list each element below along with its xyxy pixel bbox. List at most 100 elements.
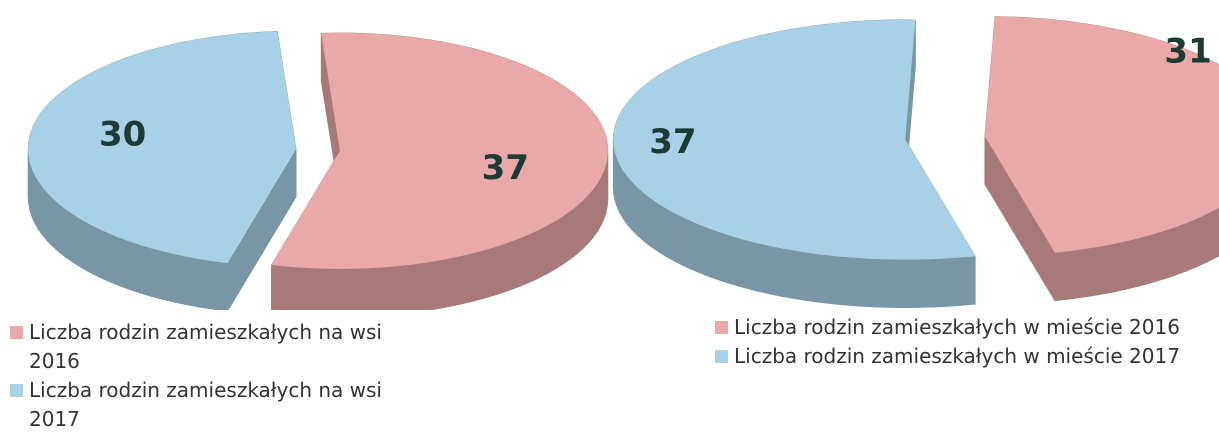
- slice-side: [825, 254, 841, 306]
- data-label: 37: [482, 148, 529, 188]
- slice-side: [408, 262, 423, 310]
- slice-side: [769, 245, 784, 298]
- slice-side: [353, 267, 369, 310]
- slice-side: [117, 236, 129, 290]
- slice-side: [1163, 226, 1176, 280]
- slice-side: [930, 258, 946, 308]
- slice-side: [600, 170, 605, 226]
- legend-item: Liczba rodzin zamieszkałych na wsi 2016: [10, 318, 430, 376]
- slice-side: [900, 259, 916, 308]
- slice-side: [960, 255, 976, 306]
- slice-side: [743, 239, 757, 292]
- slice-side: [325, 268, 341, 310]
- slice-side: [576, 199, 584, 255]
- slice-side: [583, 193, 590, 249]
- legend-swatch: [10, 326, 23, 339]
- slice-side: [756, 242, 770, 295]
- slice-side: [1125, 237, 1139, 290]
- slice-side: [421, 260, 436, 310]
- slice-side: [637, 187, 645, 243]
- slice-side: [46, 191, 53, 247]
- slice: [271, 32, 609, 310]
- slice-side: [88, 223, 99, 278]
- slice-side: [97, 228, 109, 282]
- slice-side: [667, 209, 678, 264]
- slice-side: [810, 252, 827, 304]
- slice-side: [696, 223, 709, 277]
- slice-side: [1197, 213, 1208, 268]
- slice-side: [339, 268, 355, 310]
- slice-side: [107, 232, 119, 286]
- slice-side: [686, 218, 698, 273]
- data-label: 31: [1164, 32, 1211, 72]
- slice-side: [840, 256, 856, 307]
- slice-side: [1186, 218, 1198, 272]
- slice-side: [1207, 208, 1218, 263]
- slice-side: [707, 227, 720, 281]
- legend: Liczba rodzin zamieszkałych w mieście 20…: [715, 313, 1219, 371]
- slice-side: [603, 164, 607, 220]
- slice-side: [34, 173, 39, 230]
- legend-label: Liczba rodzin zamieszkałych na wsi 2016: [29, 320, 382, 373]
- slice-side: [37, 179, 43, 236]
- legend-swatch: [10, 384, 23, 397]
- slice-side: [562, 210, 571, 265]
- slice-side: [945, 257, 961, 307]
- slice-side: [41, 185, 47, 242]
- slice-side: [472, 249, 485, 302]
- slice-side: [367, 267, 382, 310]
- slice-side: [394, 264, 409, 310]
- slice-side: [1138, 234, 1152, 287]
- data-label: 37: [649, 122, 696, 162]
- slice-side: [1097, 243, 1113, 296]
- slice-side: [782, 248, 798, 300]
- legend-item: Liczba rodzin zamieszkałych w mieście 20…: [715, 313, 1219, 342]
- slice-side: [187, 256, 202, 308]
- legend-swatch: [715, 350, 728, 363]
- charts: 37 30 31 37: [27, 16, 1219, 310]
- legend-item: Liczba rodzin zamieszkałych w mieście 20…: [715, 342, 1219, 371]
- slice-side: [128, 240, 141, 294]
- slice-top: [271, 32, 608, 269]
- slice-side: [57, 202, 66, 258]
- slice: [612, 19, 976, 308]
- slice-side: [495, 242, 508, 296]
- slice-side: [1069, 248, 1085, 300]
- slice-side: [162, 251, 176, 303]
- slice-side: [593, 182, 599, 238]
- slice-side: [447, 255, 461, 308]
- slice-top: [984, 16, 1219, 253]
- slice-side: [597, 175, 602, 233]
- legend-label: Liczba rodzin zamieszkałych na wsi 2017: [29, 378, 382, 431]
- slice-side: [150, 247, 164, 300]
- slice-side: [381, 266, 396, 310]
- slice-side: [1054, 250, 1070, 302]
- slice-side: [434, 258, 449, 310]
- slice-side: [484, 246, 497, 299]
- slice-top: [28, 31, 297, 264]
- slice: [984, 16, 1219, 302]
- slice-side: [139, 244, 152, 297]
- slice-side: [676, 214, 688, 268]
- slice-side: [651, 198, 660, 254]
- slice: [27, 31, 297, 310]
- slice-top: [613, 19, 976, 260]
- slice-side: [626, 175, 633, 232]
- slice-side: [200, 259, 215, 310]
- slice-side: [984, 135, 1056, 302]
- legend-label: Liczba rodzin zamieszkałych w mieście 20…: [734, 315, 1180, 339]
- slice-side: [915, 258, 931, 308]
- slice-side: [298, 267, 313, 310]
- slice-side: [570, 205, 578, 260]
- slice-side: [546, 220, 556, 275]
- slice-side: [213, 261, 228, 310]
- slice-side: [854, 257, 871, 308]
- slice-side: [72, 213, 81, 268]
- slice-side: [554, 215, 564, 270]
- slice-side: [631, 181, 639, 237]
- slice-side: [796, 250, 812, 302]
- slice-side: [312, 267, 327, 310]
- slice-side: [537, 225, 547, 280]
- slice-side: [730, 235, 744, 289]
